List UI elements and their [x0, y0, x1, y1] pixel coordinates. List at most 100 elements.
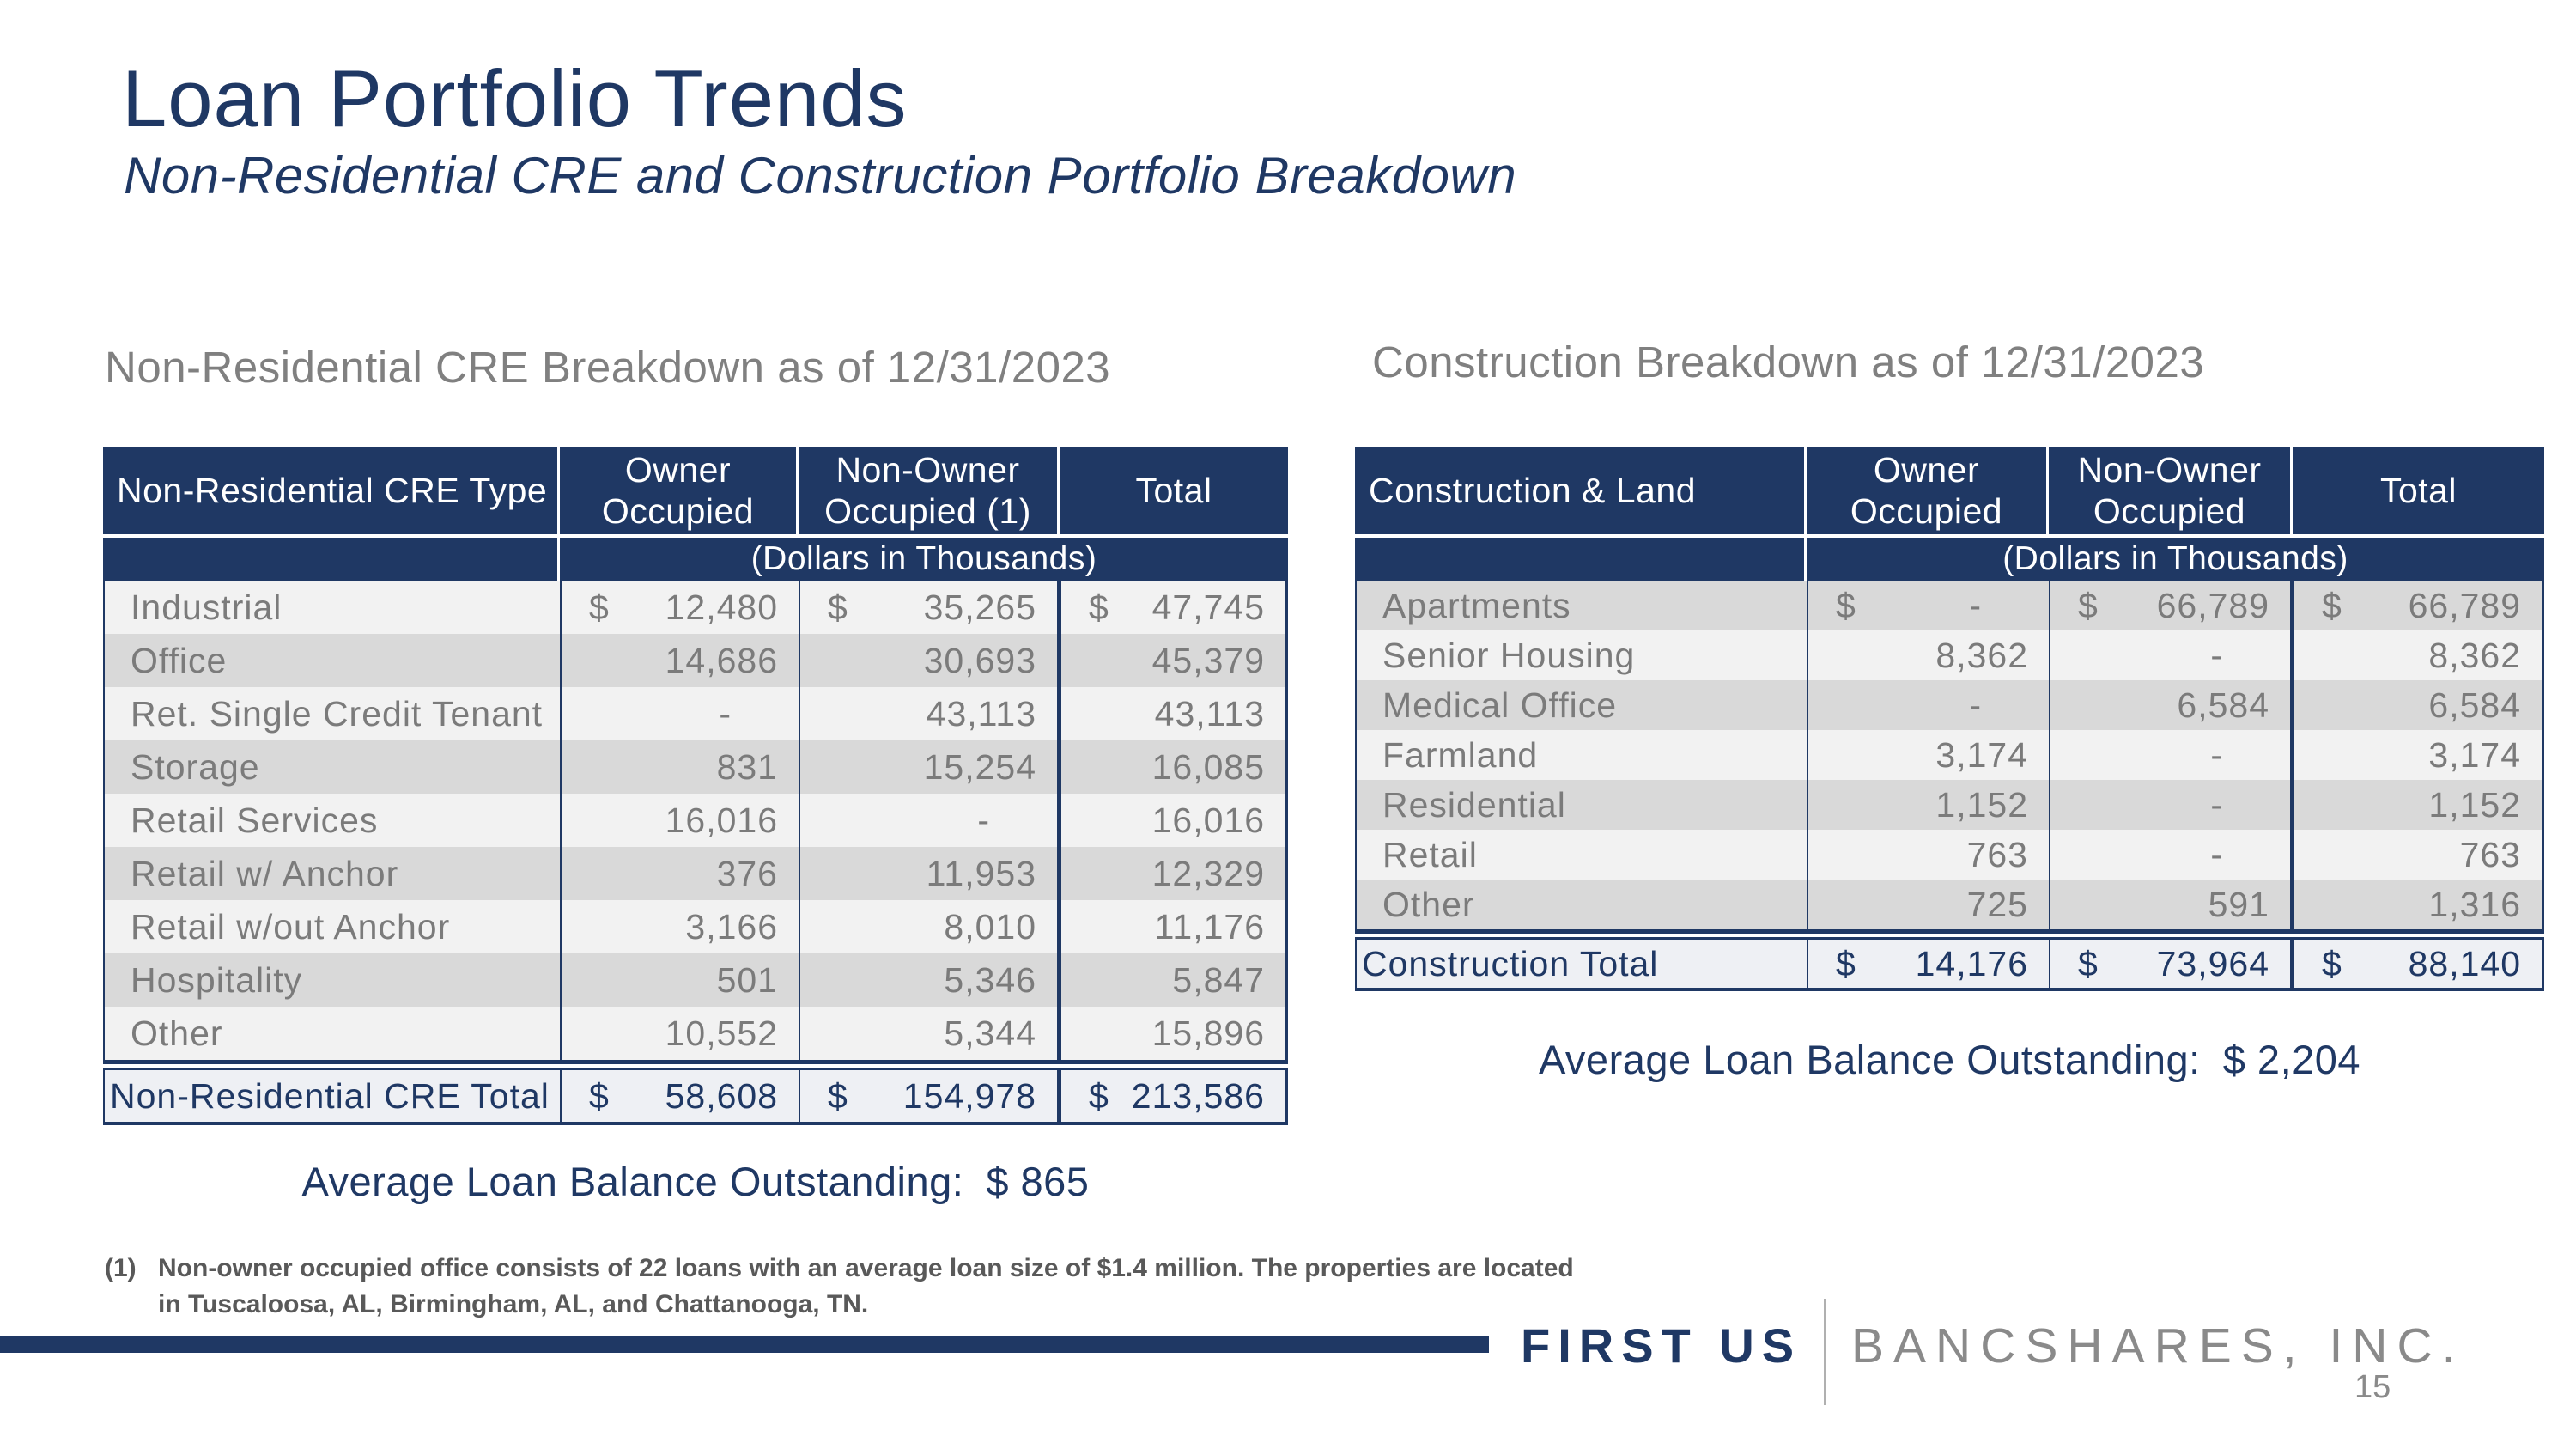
row-cell: - — [2050, 830, 2294, 880]
row-cell: 43,113 — [800, 687, 1061, 740]
table-row: Retail w/ Anchor 376 11,953 12,329 — [105, 847, 1285, 900]
cell-value: 30,693 — [923, 640, 1036, 680]
cell-value: 8,010 — [944, 906, 1036, 947]
row-cell: - — [2050, 780, 2294, 830]
row-label: Senior Housing — [1357, 630, 1808, 680]
table-row: Medical Office - 6,584 6,584 — [1357, 680, 2542, 730]
row-cell: 30,693 — [800, 634, 1061, 687]
cell-value: 11,176 — [1154, 906, 1265, 947]
row-cell: 6,584 — [2050, 680, 2294, 730]
cell-value: 763 — [1966, 834, 2028, 874]
table-total-row: Construction Total $14,176 $73,964 $88,140 — [1355, 940, 2544, 991]
row-cell: $ - — [1808, 581, 2050, 630]
row-cell: - — [1808, 680, 2050, 730]
row-label: Residential — [1357, 780, 1808, 830]
footnote-line-1: Non-owner occupied office consists of 22… — [158, 1254, 1574, 1282]
construction-table: Construction & Land Owner Occupied Non-Own… — [1355, 447, 2544, 991]
footer-accent-bar — [0, 1336, 1489, 1353]
cell-value: 15,254 — [923, 746, 1036, 787]
cell-value: 763 — [2459, 834, 2521, 874]
row-cell: 8,362 — [2294, 630, 2542, 680]
non-residential-cre-table: Non-Residential CRE Type Owner Occupied No… — [103, 447, 1288, 1125]
right-section-title: Construction Breakdown as of 12/31/2023 — [1372, 338, 2205, 387]
row-cell: 3,166 — [562, 900, 800, 953]
row-cell: $66,789 — [2050, 581, 2294, 630]
table-total-divider — [103, 1060, 1288, 1070]
table-row: Senior Housing 8,362 - 8,362 — [1357, 630, 2542, 680]
cell-value: 376 — [716, 853, 778, 893]
table-row: Apartments $ - $66,789 $66,789 — [1357, 581, 2542, 630]
table-body: Apartments $ - $66,789 $66,789 Senior Housing… — [1355, 581, 2544, 929]
cell-value: 3,174 — [2428, 734, 2521, 775]
cell-value: - — [977, 800, 990, 840]
total-cell: $88,140 — [2294, 940, 2542, 988]
total-label: Non-Residential CRE Total — [105, 1070, 562, 1122]
row-cell: 8,010 — [800, 900, 1061, 953]
cell-value: 8,362 — [1935, 635, 2028, 675]
table-row: Storage 831 15,254 16,085 — [105, 740, 1285, 794]
units-note: (Dollars in Thousands) — [750, 540, 1097, 577]
row-cell: 3,174 — [2294, 730, 2542, 780]
row-cell: 14,686 — [562, 634, 800, 687]
cell-value: 5,847 — [1172, 959, 1265, 1000]
dollar-sign: $ — [828, 587, 848, 627]
column-header: Construction & Land — [1355, 447, 1807, 534]
cell-value: 6,584 — [2177, 685, 2269, 725]
cell-value: 831 — [716, 746, 778, 787]
cell-value: 15,896 — [1151, 1013, 1265, 1053]
units-row-spacer — [103, 538, 560, 581]
row-cell: 1,316 — [2294, 880, 2542, 929]
row-cell: $47,745 — [1061, 581, 1285, 634]
table-row: Retail Services 16,016 - 16,016 — [105, 794, 1285, 847]
row-cell: 16,016 — [562, 794, 800, 847]
cell-value: 66,789 — [2156, 585, 2269, 625]
row-cell: 12,329 — [1061, 847, 1285, 900]
row-cell: 15,254 — [800, 740, 1061, 794]
row-cell: 11,176 — [1061, 900, 1285, 953]
cell-value: 3,166 — [685, 906, 778, 947]
page-number: 15 — [2354, 1369, 2391, 1405]
row-cell: 45,379 — [1061, 634, 1285, 687]
table-row: Retail w/out Anchor 3,166 8,010 11,176 — [105, 900, 1285, 953]
row-cell: 3,174 — [1808, 730, 2050, 780]
row-cell: 16,016 — [1061, 794, 1285, 847]
table-row: Residential 1,152 - 1,152 — [1357, 780, 2542, 830]
table-header: Construction & Land Owner Occupied Non-Own… — [1355, 447, 2544, 538]
cell-value: - — [2210, 834, 2223, 874]
right-average-value: $ 2,204 — [2222, 1037, 2361, 1082]
row-label: Retail w/ Anchor — [105, 847, 562, 900]
page-subtitle: Non-Residential CRE and Construction Por… — [124, 147, 1517, 204]
cell-value: 43,113 — [926, 693, 1036, 734]
cell-value: 12,329 — [1151, 853, 1265, 893]
cell-value: - — [1969, 685, 1982, 725]
cell-value: 8,362 — [2428, 635, 2521, 675]
row-cell: - — [2050, 730, 2294, 780]
footnote: (1) Non-owner occupied office consists o… — [105, 1251, 1582, 1323]
row-label: Office — [105, 634, 562, 687]
table-row: Retail 763 - 763 — [1357, 830, 2542, 880]
row-cell: 5,346 — [800, 953, 1061, 1007]
footnote-text: Non-owner occupied office consists of 22… — [158, 1251, 1582, 1323]
cell-value: - — [1969, 585, 1982, 625]
table-row: Ret. Single Credit Tenant - 43,113 43,113 — [105, 687, 1285, 740]
row-cell: 763 — [2294, 830, 2542, 880]
cell-value: 16,085 — [1151, 746, 1265, 787]
logo-first-us: FIRST US — [1521, 1318, 1802, 1373]
cell-value: 1,316 — [2428, 884, 2521, 924]
table-row: Hospitality 501 5,346 5,847 — [105, 953, 1285, 1007]
cell-value: 5,346 — [944, 959, 1036, 1000]
cell-value: 45,379 — [1151, 640, 1265, 680]
row-label: Hospitality — [105, 953, 562, 1007]
row-cell: 831 — [562, 740, 800, 794]
table-units-row: (Dollars in Thousands) — [1355, 538, 2544, 581]
left-average-value: $ 865 — [986, 1159, 1090, 1204]
total-cell: $14,176 — [1808, 940, 2050, 988]
units-row-spacer — [1355, 538, 1807, 581]
footnote-marker: (1) — [105, 1254, 137, 1282]
column-header: Non-Owner Occupied (1) — [799, 447, 1060, 534]
row-label: Other — [1357, 880, 1808, 929]
left-section-title: Non-Residential CRE Breakdown as of 12/3… — [105, 343, 1111, 392]
row-cell: 501 — [562, 953, 800, 1007]
row-label: Medical Office — [1357, 680, 1808, 730]
